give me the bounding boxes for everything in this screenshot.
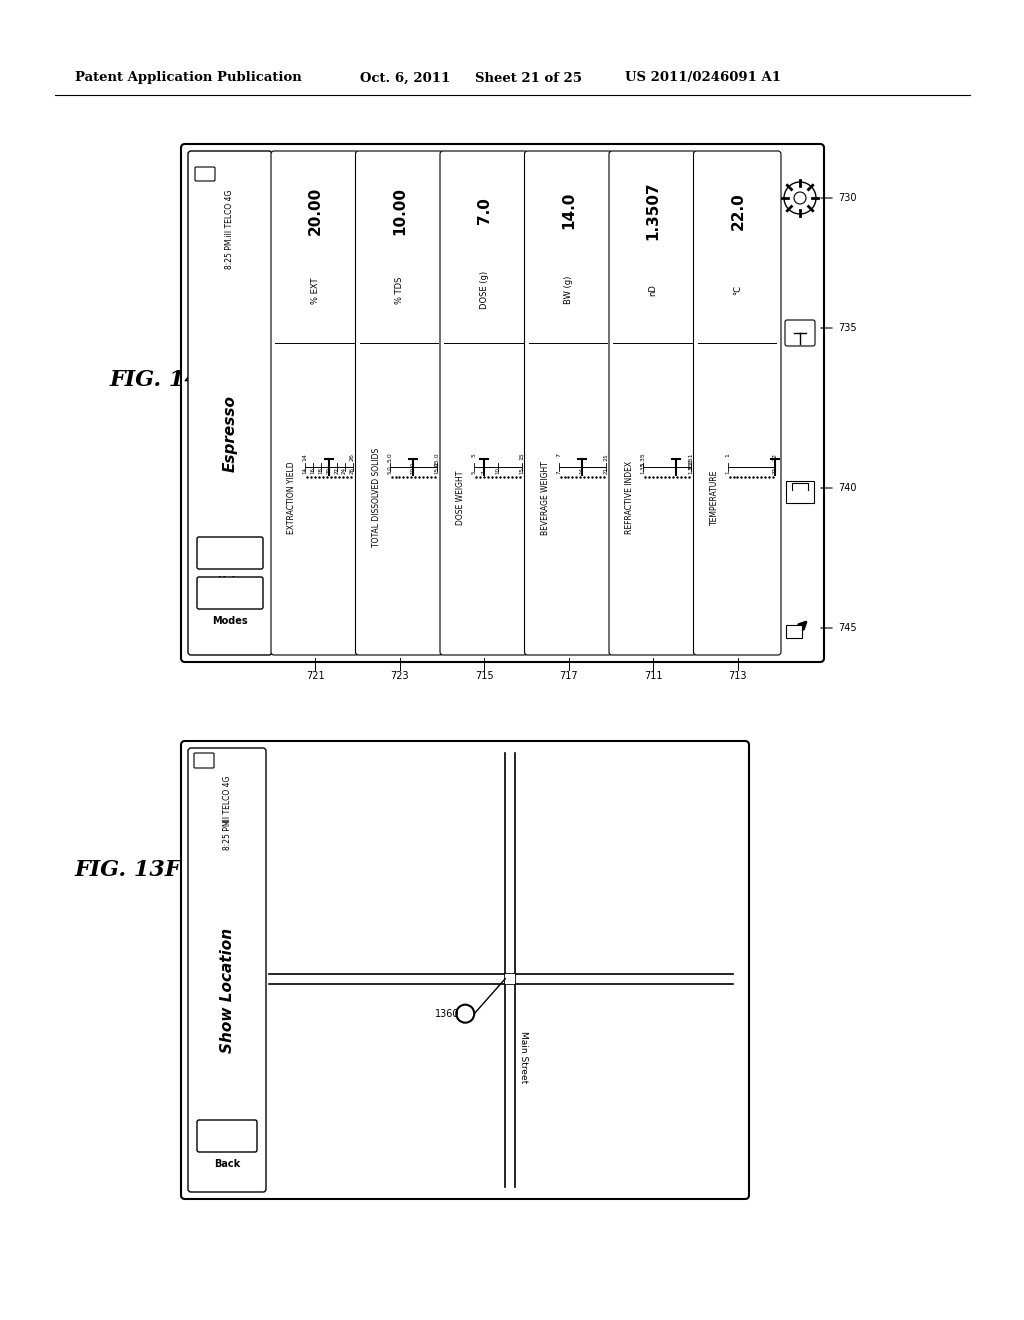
Text: .ill TELCO 4G: .ill TELCO 4G	[222, 775, 231, 825]
Text: 745: 745	[838, 623, 857, 634]
Text: 7.0: 7.0	[477, 197, 492, 224]
Text: % EXT: % EXT	[310, 277, 319, 304]
Text: 15.0: 15.0	[434, 462, 439, 474]
Text: 1: 1	[725, 470, 730, 474]
Text: 24: 24	[342, 467, 347, 474]
Text: 21: 21	[603, 453, 608, 461]
Text: 7: 7	[556, 453, 561, 457]
Text: Help: Help	[217, 576, 243, 586]
Text: 15.0: 15.0	[434, 453, 439, 466]
Text: 1360: 1360	[435, 1008, 460, 1019]
FancyBboxPatch shape	[197, 577, 263, 609]
Text: 22: 22	[334, 467, 339, 474]
Text: 18: 18	[318, 467, 324, 474]
Text: FIG. 14: FIG. 14	[110, 370, 201, 391]
FancyBboxPatch shape	[271, 150, 358, 655]
Text: 1.3507: 1.3507	[646, 181, 660, 240]
Text: °C: °C	[733, 285, 742, 296]
FancyBboxPatch shape	[188, 150, 272, 655]
FancyBboxPatch shape	[785, 319, 815, 346]
Text: 26: 26	[350, 453, 355, 461]
Text: Sheet 21 of 25: Sheet 21 of 25	[475, 71, 582, 84]
Text: 21: 21	[603, 467, 608, 474]
Text: TOTAL DISSOLVED SOLIDS: TOTAL DISSOLVED SOLIDS	[372, 447, 381, 548]
Text: 730: 730	[838, 193, 856, 203]
Text: 1.351: 1.351	[688, 458, 693, 474]
Text: TEMPERATURE: TEMPERATURE	[710, 470, 719, 525]
Text: 20.00: 20.00	[308, 186, 323, 235]
Text: 22: 22	[772, 453, 777, 461]
Text: 5.0: 5.0	[387, 453, 392, 462]
Text: 740: 740	[838, 483, 856, 492]
Text: 8:25 PM: 8:25 PM	[222, 820, 231, 850]
Text: 20: 20	[327, 467, 332, 474]
FancyBboxPatch shape	[693, 150, 781, 655]
Text: 8:25 PM: 8:25 PM	[225, 239, 234, 269]
FancyBboxPatch shape	[195, 168, 215, 181]
Text: 721: 721	[306, 671, 325, 681]
Text: 14: 14	[580, 467, 585, 474]
FancyBboxPatch shape	[181, 741, 749, 1199]
Text: 16: 16	[310, 467, 315, 474]
Bar	[505, 974, 515, 983]
Text: 723: 723	[390, 671, 409, 681]
Text: 15: 15	[519, 467, 524, 474]
FancyBboxPatch shape	[786, 480, 814, 503]
Text: Espresso: Espresso	[222, 395, 238, 471]
Text: 5: 5	[472, 453, 476, 457]
Text: 7: 7	[481, 470, 486, 474]
FancyBboxPatch shape	[194, 752, 214, 768]
Text: REFRACTIVE INDEX: REFRACTIVE INDEX	[625, 461, 634, 535]
Text: 713: 713	[728, 671, 746, 681]
Text: DOSE WEIGHT: DOSE WEIGHT	[456, 470, 465, 525]
Text: 14: 14	[303, 467, 307, 474]
Text: 26: 26	[350, 467, 355, 474]
Text: Modes: Modes	[212, 616, 248, 626]
FancyBboxPatch shape	[197, 1119, 257, 1152]
Text: BW (g): BW (g)	[564, 276, 573, 305]
Text: 1.35: 1.35	[641, 462, 645, 474]
Text: 22: 22	[772, 467, 777, 474]
Text: 14: 14	[303, 453, 307, 461]
Text: nD: nD	[649, 284, 657, 296]
FancyBboxPatch shape	[524, 150, 612, 655]
Text: 15: 15	[519, 453, 524, 461]
Text: 5: 5	[472, 470, 476, 474]
Text: 715: 715	[475, 671, 494, 681]
Text: 1.35: 1.35	[641, 453, 645, 466]
FancyBboxPatch shape	[181, 144, 824, 663]
Text: 5.0: 5.0	[387, 465, 392, 474]
Text: 711: 711	[644, 671, 663, 681]
Text: FIG. 13F: FIG. 13F	[75, 859, 181, 880]
Text: 735: 735	[838, 323, 857, 333]
FancyBboxPatch shape	[440, 150, 527, 655]
Text: US 2011/0246091 A1: US 2011/0246091 A1	[625, 71, 781, 84]
FancyBboxPatch shape	[786, 624, 802, 638]
Text: 14.0: 14.0	[561, 193, 577, 230]
Text: 10: 10	[496, 467, 501, 474]
Text: 10.0: 10.0	[411, 462, 416, 474]
FancyBboxPatch shape	[355, 150, 443, 655]
Text: 1.351: 1.351	[688, 453, 693, 470]
FancyBboxPatch shape	[188, 748, 266, 1192]
Bar	[269, 752, 733, 1187]
Text: % TDS: % TDS	[395, 277, 404, 304]
FancyBboxPatch shape	[197, 537, 263, 569]
Text: .ill TELCO 4G: .ill TELCO 4G	[225, 189, 234, 239]
Text: 7: 7	[556, 470, 561, 474]
Text: ': '	[725, 756, 729, 770]
Text: EXTRACTION YIELD: EXTRACTION YIELD	[287, 461, 296, 533]
Text: Oct. 6, 2011: Oct. 6, 2011	[360, 71, 451, 84]
Text: 1: 1	[725, 453, 730, 457]
Text: 22.0: 22.0	[730, 191, 745, 230]
Text: Main Street: Main Street	[519, 1031, 528, 1082]
FancyBboxPatch shape	[609, 150, 696, 655]
Text: Back: Back	[214, 1159, 240, 1170]
Text: Patent Application Publication: Patent Application Publication	[75, 71, 302, 84]
Text: DOSE (g): DOSE (g)	[480, 271, 488, 309]
Text: BEVERAGE WEIGHT: BEVERAGE WEIGHT	[541, 461, 550, 535]
Text: 717: 717	[559, 671, 579, 681]
Text: Show Location: Show Location	[219, 928, 234, 1052]
Text: 10.00: 10.00	[392, 186, 408, 235]
